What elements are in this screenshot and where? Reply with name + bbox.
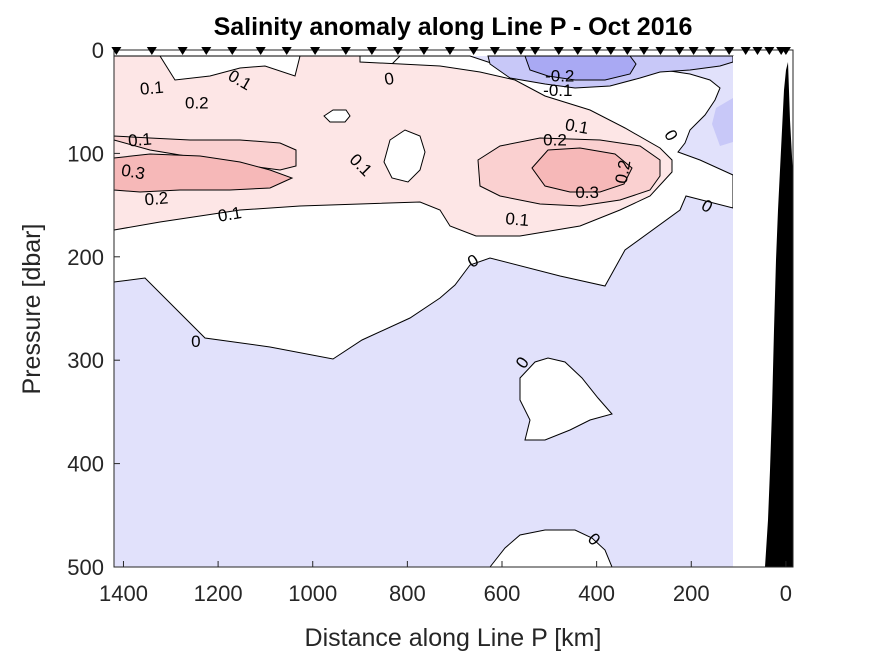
positive-anomaly-0.3-left-core	[113, 153, 294, 193]
zero-patch-small	[323, 109, 351, 123]
station-marker	[227, 47, 238, 55]
x-axis-ticks: 1400 1200 1000 800 600 400 200 0	[99, 561, 792, 606]
station-marker	[177, 47, 188, 55]
x-tick-label: 1000	[288, 581, 337, 606]
x-tick-label: 600	[484, 581, 521, 606]
zero-patch-deep-island	[519, 357, 613, 441]
zero-patch-mid-island	[383, 129, 426, 183]
station-marker	[444, 47, 455, 55]
station-marker	[705, 47, 716, 55]
station-marker	[310, 47, 321, 55]
contour-label: 0	[191, 332, 200, 351]
station-marker	[553, 47, 564, 55]
y-tick-label: 400	[67, 452, 104, 477]
x-tick-label: 1400	[99, 581, 148, 606]
zero-patch-bottom	[488, 529, 613, 568]
bathymetry-shelf	[765, 62, 793, 567]
contour-label: 0.1	[127, 129, 152, 150]
station-marker	[530, 47, 541, 55]
x-axis-label: Distance along Line P [km]	[305, 624, 602, 652]
x-tick-label: 400	[578, 581, 615, 606]
station-marker	[674, 47, 685, 55]
station-marker	[489, 47, 500, 55]
station-marker	[146, 47, 157, 55]
negative-anomaly-0.2-lobe	[524, 55, 637, 81]
station-marker	[281, 47, 292, 55]
y-axis-label: Pressure [dbar]	[18, 224, 46, 395]
plot-area: 1400 1200 1000 800 600 400 200 0 0 100 200 300 400 5…	[67, 38, 794, 606]
station-marker	[572, 47, 583, 55]
contour-label: 0.1	[139, 78, 164, 99]
contour-labels: 0.10.20.1 0 -0.2-0.10.10.10.2 00.3 0.1 0.20.3…	[120, 66, 716, 549]
contour-label: -0.2	[545, 66, 574, 85]
station-marker	[591, 47, 602, 55]
station-marker	[515, 47, 526, 55]
station-marker	[780, 47, 791, 55]
contour-label: 0.1	[505, 209, 530, 230]
contour-label: 0.2	[144, 188, 169, 209]
station-markers	[111, 47, 791, 55]
positive-anomaly-0.3-right-core	[531, 147, 633, 193]
contour-label: -0.1	[543, 81, 572, 100]
x-tick-label: 800	[389, 581, 426, 606]
station-marker	[340, 47, 351, 55]
station-marker	[418, 47, 429, 55]
contour-label: 0.3	[575, 183, 599, 202]
station-marker	[688, 47, 699, 55]
x-tick-label: 0	[780, 581, 792, 606]
chart-title: Salinity anomaly along Line P - Oct 2016	[214, 13, 693, 41]
y-tick-label: 300	[67, 348, 104, 373]
station-marker	[622, 47, 633, 55]
negative-anomaly-right-patch	[712, 98, 733, 146]
plot-border	[113, 49, 794, 568]
contour-label: 0.3	[120, 161, 147, 184]
y-axis-ticks: 0 100 200 300 400 500	[67, 38, 120, 580]
contour-label: 0.1	[216, 203, 243, 226]
y-tick-label: 500	[67, 555, 104, 580]
y-tick-label: 200	[67, 245, 104, 270]
station-marker	[655, 47, 666, 55]
contour-label: 0.1	[564, 115, 591, 138]
station-marker	[724, 47, 735, 55]
station-marker	[392, 47, 403, 55]
station-marker	[111, 47, 122, 55]
x-tick-label: 200	[673, 581, 710, 606]
x-tick-label: 1200	[194, 581, 243, 606]
station-marker	[605, 47, 616, 55]
y-tick-label: 100	[67, 141, 104, 166]
contour-label: 0.2	[543, 130, 567, 149]
station-marker	[255, 47, 266, 55]
station-marker	[638, 47, 649, 55]
station-marker	[468, 47, 479, 55]
y-tick-label: 0	[92, 38, 104, 63]
station-marker	[366, 47, 377, 55]
station-marker	[740, 47, 751, 55]
contour-label: 0	[383, 69, 396, 89]
station-marker	[201, 47, 212, 55]
contour-label: 0.2	[185, 93, 209, 112]
station-marker	[752, 47, 763, 55]
contour-label: 0.2	[612, 159, 635, 186]
station-marker	[764, 47, 775, 55]
